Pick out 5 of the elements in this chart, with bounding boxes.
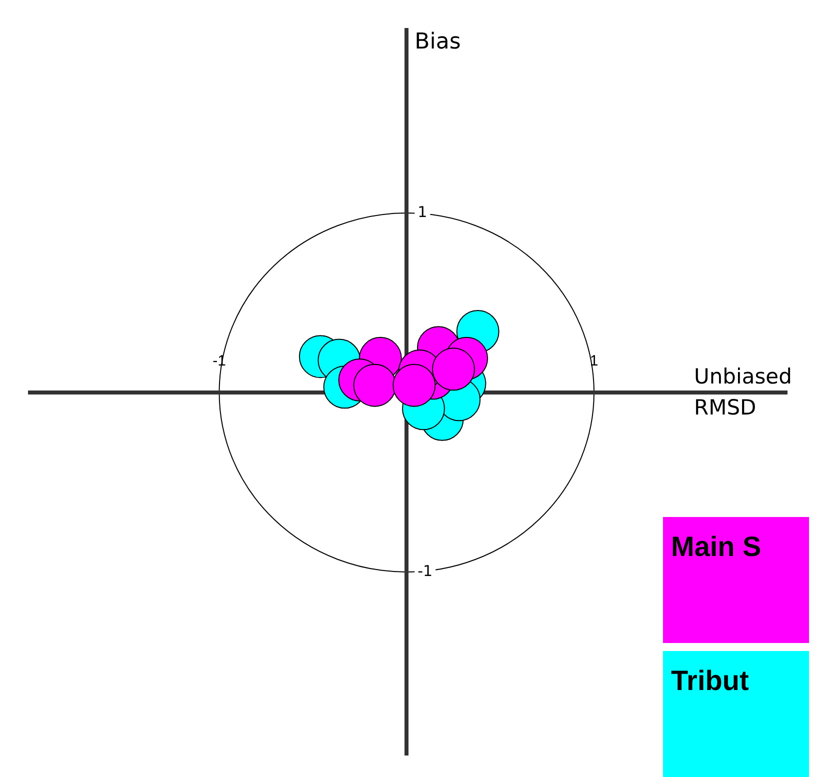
legend-swatch: Tribut — [663, 651, 809, 777]
legend-swatch: Main S — [663, 517, 809, 643]
y-axis-title: Bias — [414, 30, 461, 55]
x-axis-title: Unbiased RMSD — [694, 364, 792, 420]
point — [353, 364, 396, 407]
